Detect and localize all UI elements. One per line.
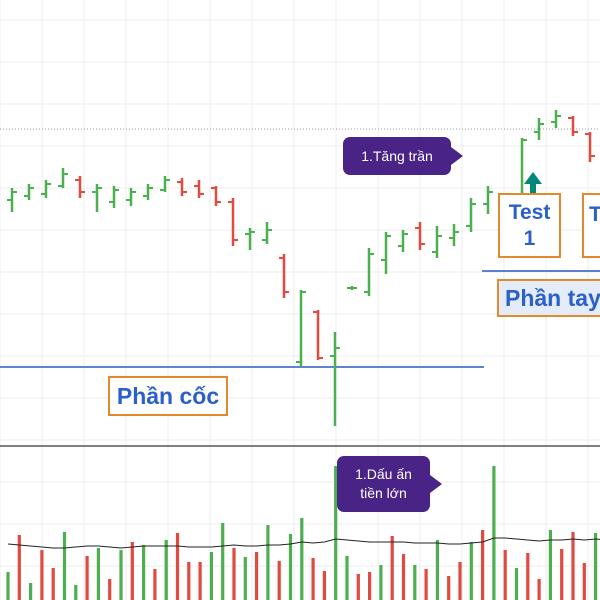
volume-bar-20 bbox=[232, 548, 236, 600]
volume-bar-51 bbox=[582, 563, 586, 600]
test1-label-text: Test 1 bbox=[508, 200, 551, 250]
volume-bar-29 bbox=[334, 466, 338, 600]
volume-bar-52 bbox=[594, 533, 598, 600]
volume-bar-17 bbox=[198, 562, 202, 600]
volume-bar-19 bbox=[221, 523, 225, 600]
volume-bar-10 bbox=[119, 550, 123, 600]
volume-bar-7 bbox=[85, 556, 89, 600]
cup-label: Phần cốc bbox=[108, 376, 228, 416]
callout-ceiling: 1.Tăng trần bbox=[343, 137, 463, 175]
volume-bar-30 bbox=[345, 556, 349, 600]
volume-bar-15 bbox=[175, 533, 180, 600]
callout-volume: 1.Dấu ấn tiền lớn bbox=[337, 456, 442, 512]
volume-bar-8 bbox=[96, 548, 100, 600]
volume-bar-16 bbox=[187, 562, 191, 600]
volume-bar-13 bbox=[153, 569, 157, 600]
volume-bar-21 bbox=[243, 557, 247, 600]
volume-bar-47 bbox=[537, 579, 541, 600]
volume-bar-24 bbox=[277, 561, 281, 600]
volume-bar-45 bbox=[514, 568, 519, 600]
volume-bar-1 bbox=[17, 535, 21, 600]
volume-bar-0 bbox=[6, 572, 10, 600]
volume-bar-32 bbox=[368, 572, 372, 600]
handle-label-text: Phần tay bbox=[505, 284, 600, 311]
volume-bar-44 bbox=[503, 550, 507, 600]
test1-label: Test 1 bbox=[498, 193, 561, 258]
volume-bar-38 bbox=[435, 540, 439, 600]
volume-bar-39 bbox=[447, 576, 451, 600]
volume-bar-35 bbox=[401, 554, 406, 600]
volume-bar-23 bbox=[266, 525, 270, 600]
volume-bar-6 bbox=[74, 585, 78, 600]
volume-bar-43 bbox=[492, 466, 496, 600]
volume-bar-27 bbox=[311, 558, 315, 600]
handle-label: Phần tay bbox=[497, 279, 600, 317]
volume-bar-22 bbox=[255, 552, 259, 600]
volume-bar-48 bbox=[548, 530, 552, 600]
volume-bar-12 bbox=[142, 545, 146, 600]
volume-ma-line bbox=[7, 537, 600, 549]
test2-label-text: T bbox=[589, 203, 600, 226]
volume-bar-42 bbox=[481, 530, 485, 600]
volume-bar-28 bbox=[322, 571, 326, 600]
volume-bar-50 bbox=[571, 532, 575, 600]
volume-bar-49 bbox=[560, 549, 564, 600]
volume-bar-41 bbox=[469, 542, 473, 600]
volume-bar-37 bbox=[424, 569, 428, 600]
volume-bar-4 bbox=[51, 568, 55, 600]
test2-label: T bbox=[582, 193, 600, 258]
volume-bar-26 bbox=[300, 518, 304, 600]
volume-bar-31 bbox=[356, 574, 360, 600]
callout-ceiling-text: 1.Tăng trần bbox=[361, 148, 433, 164]
volume-bar-2 bbox=[29, 583, 33, 600]
callout-volume-text: 1.Dấu ấn tiền lớn bbox=[355, 466, 412, 501]
cup-label-text: Phần cốc bbox=[116, 382, 220, 409]
volume-bar-40 bbox=[458, 562, 462, 600]
volume-bar-25 bbox=[288, 534, 293, 600]
volume-bar-5 bbox=[62, 532, 67, 600]
volume-bar-9 bbox=[108, 579, 112, 600]
volume-bar-33 bbox=[379, 565, 383, 600]
volume-bar-11 bbox=[130, 542, 134, 600]
test1-arrow-icon bbox=[524, 172, 542, 193]
volume-bar-46 bbox=[526, 553, 530, 600]
volume-bar-34 bbox=[390, 536, 394, 600]
volume-bar-14 bbox=[164, 540, 168, 600]
volume-bar-36 bbox=[413, 565, 417, 600]
volume-bar-18 bbox=[209, 552, 213, 600]
volume-bar-3 bbox=[40, 550, 44, 600]
